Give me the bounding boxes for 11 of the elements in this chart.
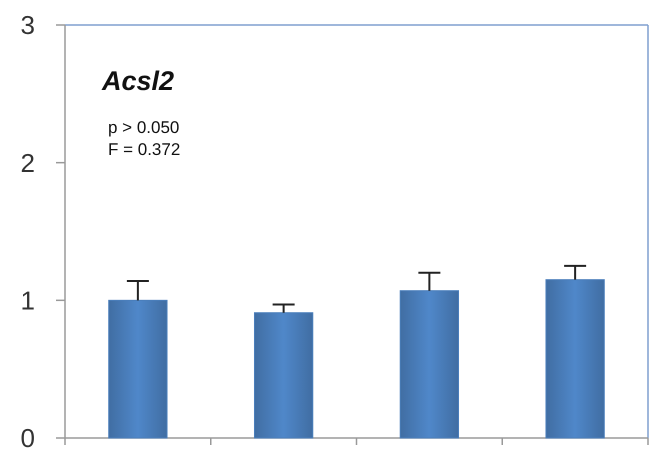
bar (400, 290, 460, 438)
y-tick-label: 0 (20, 423, 35, 453)
y-tick-label: 3 (20, 10, 35, 40)
y-tick-label: 2 (20, 148, 35, 178)
annotation: F = 0.372 (108, 140, 180, 159)
bar (254, 312, 314, 438)
y-tick-label: 1 (20, 285, 35, 316)
annotation: p > 0.050 (108, 118, 180, 137)
text: Acsl2 (101, 66, 174, 96)
bar (108, 300, 168, 438)
bar (545, 279, 605, 438)
